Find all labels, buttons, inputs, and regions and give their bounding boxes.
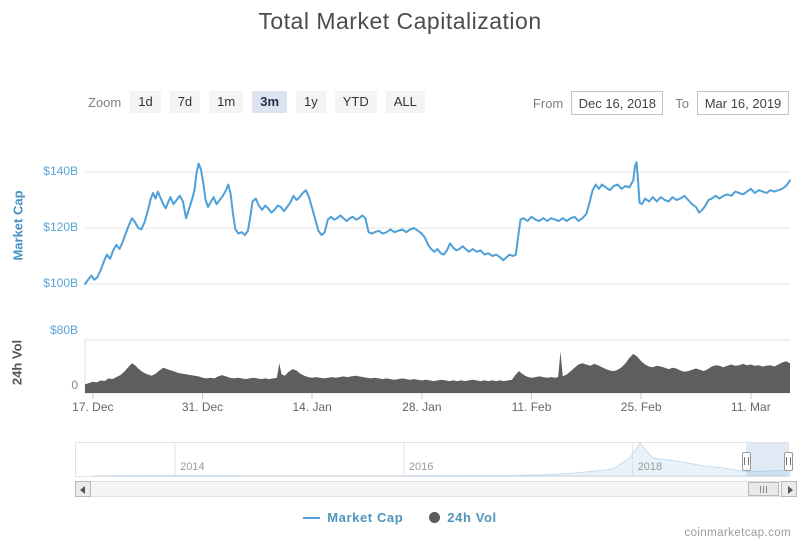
navigator-year-label: 2014 [180, 461, 205, 473]
legend-label: Market Cap [327, 510, 404, 525]
range-selector-inputs: From To [533, 91, 789, 115]
handle-grip-icon [744, 457, 749, 465]
x-axis-label: 14. Jan [292, 400, 332, 414]
range-selector-buttons: Zoom 1d 7d 1m 3m 1y YTD ALL [88, 91, 434, 113]
x-axis-label: 28. Jan [402, 400, 442, 414]
from-label: From [532, 95, 564, 111]
market-cap-tick-label: $120B [43, 220, 78, 234]
navigator-year-label: 2016 [408, 461, 434, 473]
navigator-handle-right[interactable] [784, 452, 793, 471]
volume-tick-label: $80B [49, 323, 78, 337]
zoom-button-1d[interactable]: 1d [130, 91, 161, 113]
to-label: To [675, 95, 689, 111]
legend-item-24h-vol[interactable]: 24h Vol [429, 510, 496, 525]
zoom-button-all[interactable]: ALL [385, 91, 425, 113]
zoom-button-3m[interactable]: 3m [252, 91, 288, 113]
thumb-grip-icon [763, 486, 764, 493]
scrollbar-left-button[interactable] [75, 481, 91, 497]
market-cap-tick-label: $100B [43, 276, 78, 290]
market-cap-axis-title: Market Cap [10, 190, 26, 261]
volume-axis-title: 24h Vol [9, 339, 25, 386]
legend-line-marker [303, 516, 321, 519]
watermark: coinmarketcap.com [684, 527, 791, 539]
legend: Market Cap 24h Vol [0, 510, 800, 525]
legend-item-market-cap[interactable]: Market Cap [303, 510, 403, 525]
legend-circle-marker [429, 512, 441, 523]
volume-tick-label: 0 [71, 378, 78, 392]
zoom-button-ytd[interactable]: YTD [334, 91, 377, 113]
x-axis-label: 11. Mar [730, 400, 771, 414]
scrollbar-track[interactable] [75, 481, 797, 497]
zoom-button-1m[interactable]: 1m [209, 91, 244, 113]
right-arrow-icon [788, 486, 793, 494]
zoom-button-7d[interactable]: 7d [169, 91, 201, 113]
scrollbar-right-button[interactable] [781, 481, 797, 497]
navigator-year-label: 2018 [637, 461, 663, 473]
zoom-button-1y[interactable]: 1y [296, 91, 326, 113]
left-arrow-icon [80, 486, 85, 494]
navigator-handle-left[interactable] [742, 452, 751, 471]
from-date-input[interactable] [571, 91, 664, 115]
zoom-button-group: 1d 7d 1m 3m 1y YTD ALL [130, 91, 434, 113]
navigator-selection[interactable] [746, 443, 788, 476]
x-axis-label: 17. Dec [72, 400, 114, 414]
handle-grip-icon [786, 457, 791, 465]
page-title: Total Market Capitalization [258, 8, 542, 34]
x-axis-label: 25. Feb [620, 400, 662, 414]
volume-plot-area[interactable] [85, 340, 790, 393]
legend-label: 24h Vol [447, 510, 497, 525]
market-cap-plot-area[interactable] [85, 145, 790, 305]
x-axis-label: 31. Dec [181, 400, 224, 414]
market-cap-tick-label: $140B [43, 164, 78, 178]
scrollbar-thumb[interactable] [748, 482, 779, 496]
zoom-label: Zoom [88, 94, 122, 110]
x-axis-label: 11. Feb [511, 400, 552, 414]
to-date-input[interactable] [697, 91, 789, 115]
